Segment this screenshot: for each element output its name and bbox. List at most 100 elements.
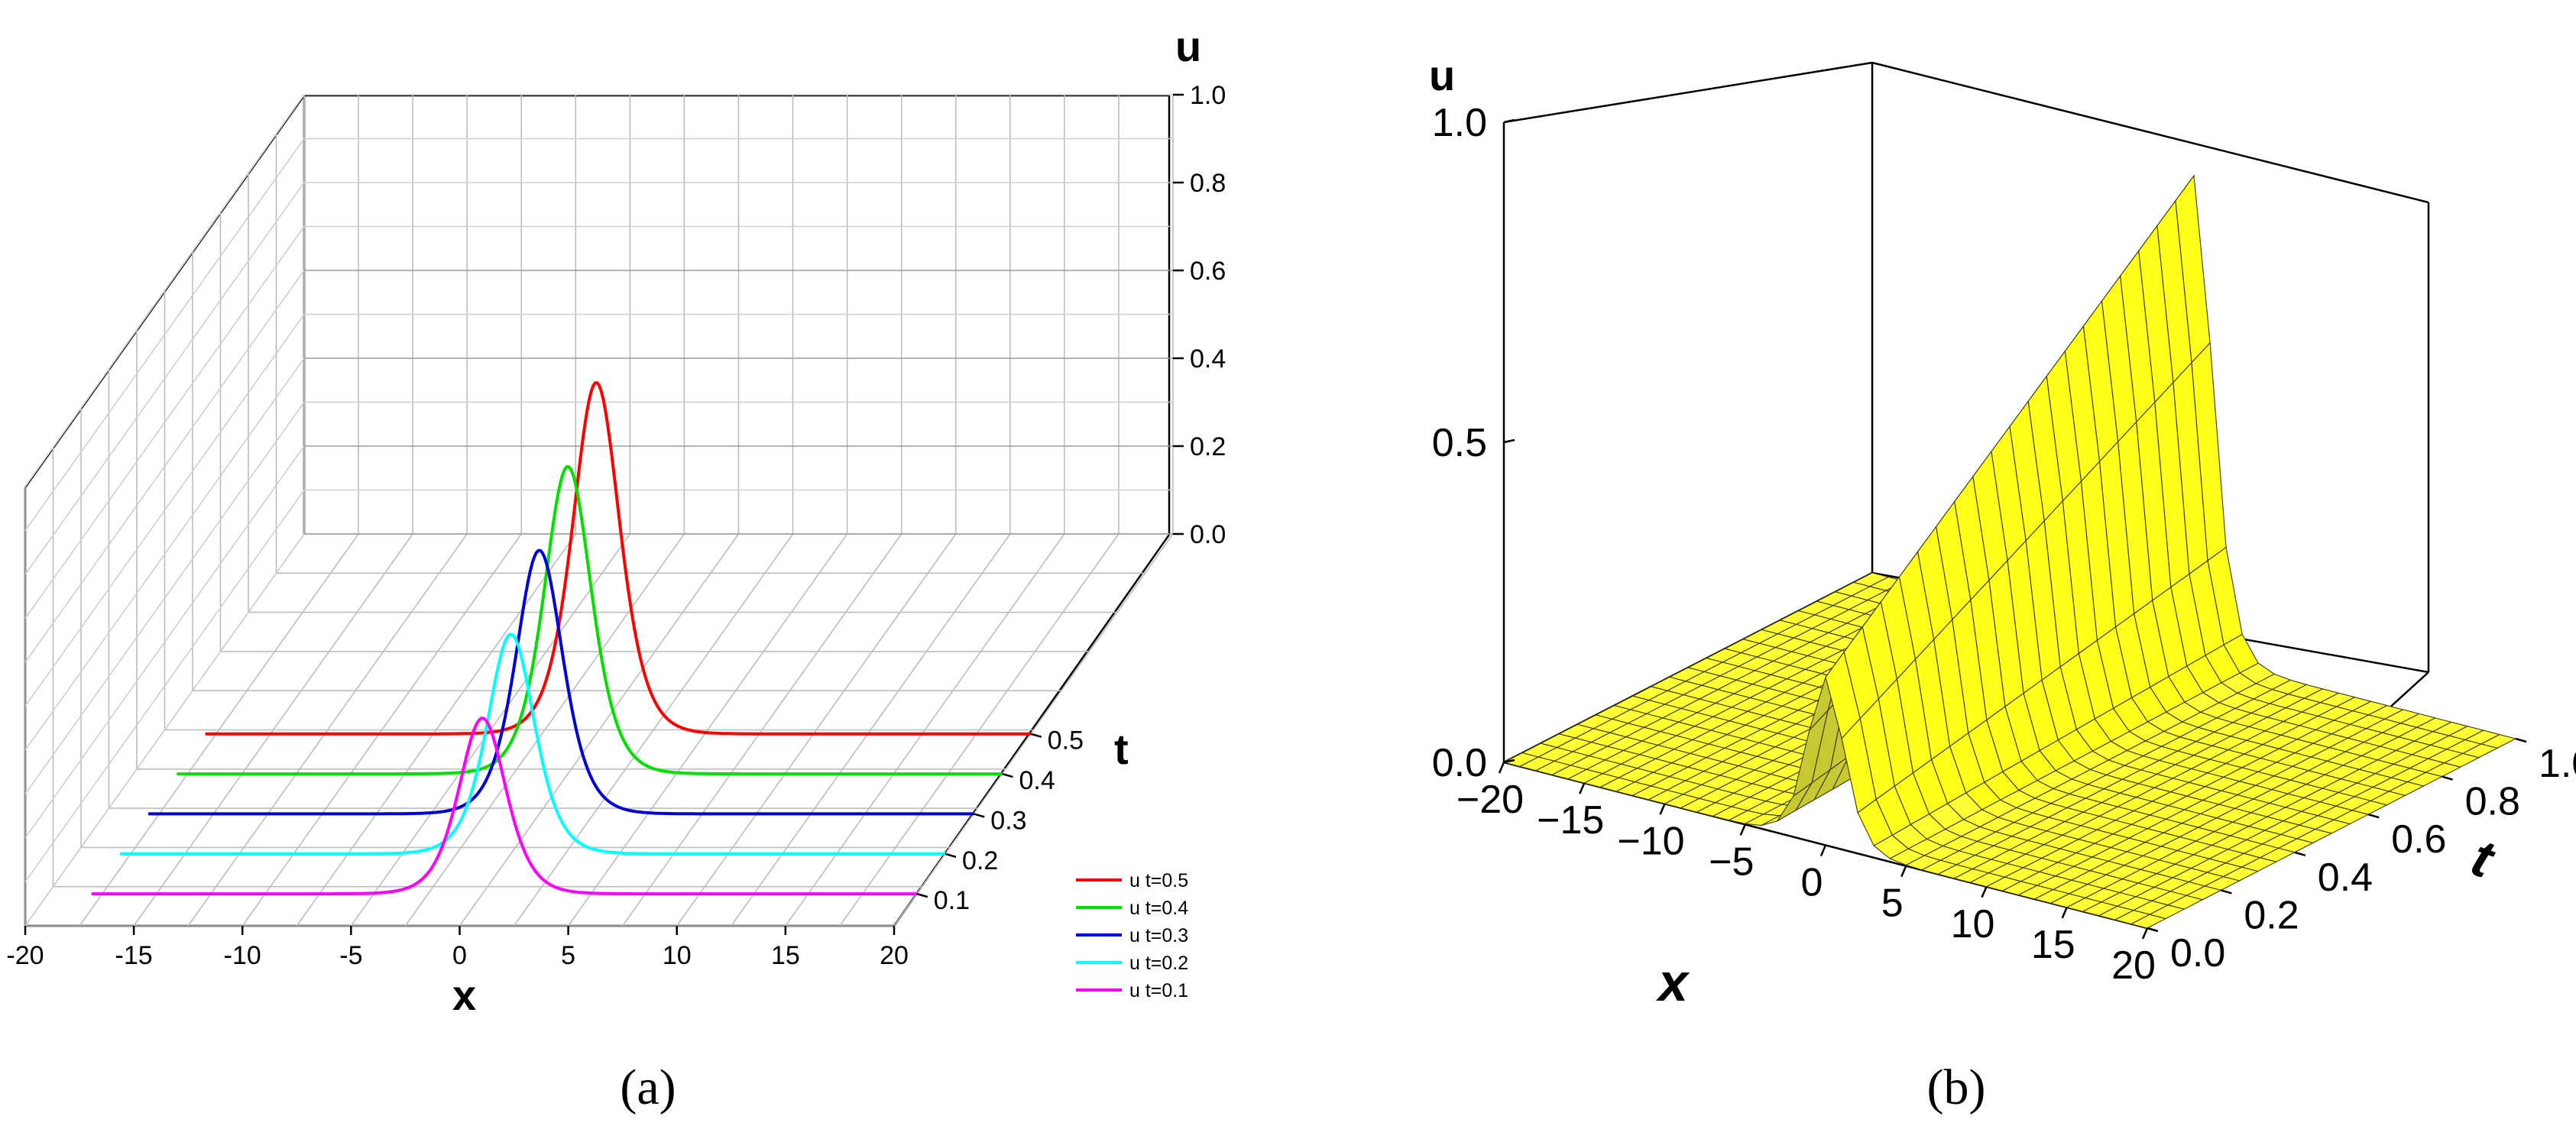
- legend-label: u t=0.1: [1129, 980, 1188, 1001]
- panel-a-box: [24, 94, 1171, 927]
- grid-line: [24, 445, 305, 839]
- series-line: [119, 632, 945, 856]
- t-tick-label: 1.0: [2539, 742, 2576, 786]
- x-tick-mark: [1819, 845, 1827, 856]
- x-tick-label: 20: [2111, 943, 2156, 988]
- t-tick-label: 0.6: [2391, 817, 2446, 862]
- x-tick-label: -10: [224, 941, 261, 970]
- grid-line: [24, 94, 305, 487]
- x-tick-label: -5: [339, 941, 362, 970]
- x-tick-label: -20: [6, 941, 44, 970]
- t-tick-label: 0.4: [2318, 856, 2373, 900]
- panel-b-surface: [1502, 174, 2517, 929]
- grid-line: [24, 314, 305, 707]
- x-tick-label: 15: [2031, 923, 2075, 967]
- panel-a-grid: [24, 94, 1174, 927]
- x-tick-label: 5: [561, 941, 575, 970]
- x-tick-mark: [1579, 782, 1586, 794]
- t-tick-mark: [2515, 737, 2527, 743]
- legend-label: u t=0.3: [1129, 925, 1188, 946]
- panel-b-caption: (b): [1927, 1060, 1986, 1115]
- t-tick-mark: [945, 852, 957, 858]
- panel-a-u-ticks: 0.0 0.2 0.4 0.6 0.8 1.0: [1173, 81, 1226, 549]
- x-tick-label: 0: [452, 941, 467, 970]
- t-tick-mark: [916, 892, 928, 898]
- t-tick-mark: [1002, 772, 1013, 778]
- t-tick-mark: [2221, 889, 2232, 895]
- t-tick-label: 0.8: [2465, 780, 2520, 824]
- panel-b-t-label: t: [2464, 827, 2503, 890]
- panel-b-x-ticks: −20 −15 −10 −5 0 5 10 15 20: [1456, 762, 2156, 988]
- x-tick-label: 10: [1951, 902, 1995, 946]
- panel-a-curves: [91, 381, 1031, 896]
- t-tick-label: 0.3: [990, 806, 1026, 835]
- legend-label: u t=0.5: [1129, 870, 1188, 891]
- t-tick-mark: [2294, 851, 2306, 857]
- panel-b-u-label: u: [1429, 51, 1455, 99]
- x-tick-label: 20: [880, 941, 909, 970]
- t-tick-label: 0.2: [2244, 893, 2299, 937]
- x-tick-label: 10: [663, 941, 692, 970]
- u-tick-label: 0.0: [1432, 741, 1487, 785]
- u-tick-label: 0.6: [1190, 257, 1226, 286]
- panel-a-u-label: u: [1175, 22, 1201, 70]
- t-tick-label: 0.4: [1019, 766, 1055, 795]
- panel-a-legend: u t=0.5 u t=0.4 u t=0.3 u t=0.2 u t=0.1: [1076, 870, 1188, 1001]
- x-tick-label: −5: [1709, 840, 1754, 884]
- panel-b-u-ticks: 0.0 0.5 1.0: [1432, 101, 1515, 785]
- t-tick-mark: [2442, 775, 2453, 781]
- series-line: [205, 381, 1031, 736]
- series-line: [177, 464, 1003, 776]
- grid-line: [24, 490, 305, 882]
- x-tick-mark: [1498, 762, 1505, 774]
- t-tick-label: 0.2: [962, 846, 998, 875]
- series-line: [148, 548, 974, 816]
- u-tick-label: 0.5: [1432, 421, 1487, 465]
- grid-line: [24, 533, 305, 927]
- x-tick-mark: [1659, 803, 1666, 815]
- panel-b: 0.00.51.0 −20 −15 −10 −5 0 5 10 15 20 0.00.20.40…: [1429, 51, 2576, 1115]
- x-tick-label: −20: [1456, 778, 1524, 822]
- u-tick-label: 0.0: [1190, 520, 1226, 549]
- grid-line: [24, 402, 305, 794]
- t-tick-mark: [2147, 927, 2159, 933]
- panel-a: 0.0 0.2 0.4 0.6 0.8 1.0 0.1 0.2 0.3 0.4 0.5 -20 -1…: [6, 22, 1226, 1115]
- u-tick-label: 1.0: [1432, 101, 1487, 145]
- t-tick-mark: [1030, 733, 1042, 738]
- grid-line: [24, 357, 305, 751]
- x-tick-label: -15: [115, 941, 153, 970]
- t-tick-mark: [973, 813, 985, 818]
- legend-label: u t=0.4: [1129, 898, 1188, 919]
- panel-a-caption: (a): [620, 1060, 676, 1115]
- panel-a-t-ticks: 0.1 0.2 0.3 0.4 0.5: [916, 726, 1084, 915]
- panel-a-x-label: x: [452, 971, 476, 1019]
- u-tick-label: 0.4: [1190, 345, 1226, 374]
- u-tick-mark: [1503, 438, 1515, 444]
- u-tick-mark: [1503, 759, 1515, 764]
- t-tick-label: 0.5: [1048, 726, 1084, 755]
- t-tick-label: 0.0: [2170, 931, 2225, 975]
- surface-patch: [2130, 914, 2167, 929]
- legend-label: u t=0.2: [1129, 953, 1188, 974]
- panel-b-t-ticks: 0.0 0.2 0.4 0.6 0.8 1.0: [2147, 737, 2576, 975]
- grid-line: [24, 270, 305, 663]
- x-tick-label: 0: [1801, 861, 1823, 905]
- x-tick-mark: [1900, 865, 1907, 878]
- x-tick-label: −15: [1537, 798, 1604, 843]
- x-tick-label: 15: [771, 941, 800, 970]
- x-tick-label: −10: [1617, 819, 1684, 863]
- x-tick-mark: [1981, 886, 1988, 898]
- panel-a-t-label: t: [1114, 725, 1129, 773]
- panel-b-x-label: x: [1655, 953, 1690, 1012]
- t-tick-mark: [2367, 813, 2380, 819]
- x-tick-mark: [2061, 907, 2068, 919]
- t-tick-label: 0.1: [934, 886, 970, 915]
- x-tick-mark: [2141, 927, 2149, 940]
- x-tick-mark: [1739, 823, 1746, 836]
- u-tick-label: 0.8: [1190, 169, 1226, 198]
- x-tick-label: 5: [1881, 882, 1904, 926]
- series-line: [91, 717, 917, 896]
- u-tick-label: 1.0: [1190, 81, 1226, 110]
- u-tick-label: 0.2: [1190, 432, 1226, 461]
